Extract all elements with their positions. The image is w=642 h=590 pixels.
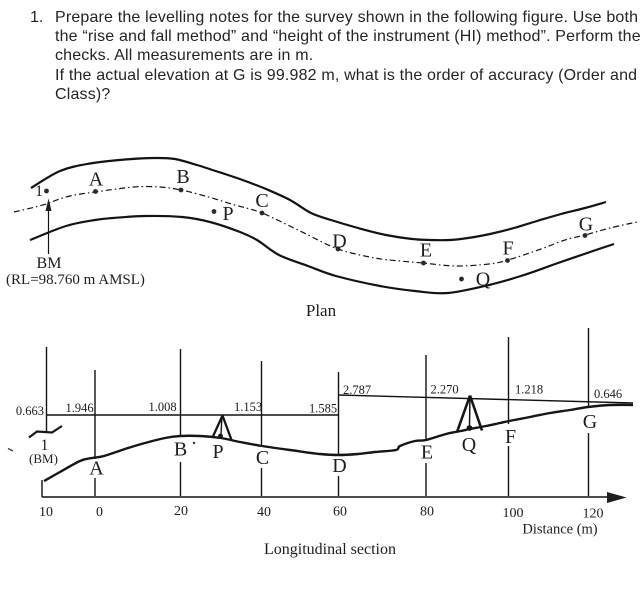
svg-text:2.787: 2.787: [343, 383, 371, 397]
svg-text:0.646: 0.646: [594, 387, 622, 401]
svg-text:1.008: 1.008: [148, 400, 176, 414]
svg-text:A: A: [89, 458, 104, 480]
svg-text:D: D: [332, 455, 346, 477]
svg-text:1.585: 1.585: [309, 402, 337, 416]
svg-text:G: G: [579, 214, 593, 236]
svg-text:E: E: [421, 442, 433, 464]
svg-text:1: 1: [35, 183, 43, 200]
svg-text:G: G: [583, 411, 597, 433]
svg-text:40: 40: [257, 505, 271, 520]
svg-text:(RL=98.760 m AMSL): (RL=98.760 m AMSL): [6, 272, 145, 288]
svg-text:Q: Q: [462, 434, 477, 456]
svg-text:1.218: 1.218: [515, 383, 543, 397]
svg-text:1.946: 1.946: [65, 401, 93, 415]
svg-text:20: 20: [174, 504, 188, 519]
svg-text:BM: BM: [37, 255, 62, 272]
svg-text:1.153: 1.153: [234, 400, 262, 414]
svg-text:F: F: [505, 426, 516, 448]
svg-text:100: 100: [503, 506, 524, 521]
svg-text:0.663: 0.663: [16, 404, 44, 418]
svg-text:120: 120: [583, 507, 604, 522]
svg-text:10: 10: [39, 505, 53, 520]
svg-text:C: C: [256, 447, 269, 469]
svg-text:60: 60: [333, 505, 347, 520]
svg-text:P: P: [212, 441, 223, 463]
svg-text:Longitudinal section: Longitudinal section: [264, 541, 396, 558]
svg-text:Plan: Plan: [306, 301, 337, 320]
svg-text:B: B: [174, 439, 187, 461]
svg-text:1: 1: [41, 437, 49, 454]
svg-text:2.270: 2.270: [430, 383, 458, 397]
svg-text:Q: Q: [476, 269, 491, 291]
svg-text:Distance (m): Distance (m): [522, 522, 597, 538]
svg-text:0: 0: [96, 505, 103, 520]
svg-text:C: C: [255, 190, 268, 212]
svg-text:F: F: [502, 238, 513, 260]
svg-text:D: D: [332, 231, 346, 253]
svg-text:A: A: [89, 169, 104, 191]
svg-text:B: B: [176, 166, 189, 188]
svg-text:80: 80: [420, 505, 434, 520]
svg-text:P: P: [222, 203, 233, 225]
svg-text:(BM): (BM): [29, 451, 58, 466]
svg-text:E: E: [420, 240, 432, 262]
